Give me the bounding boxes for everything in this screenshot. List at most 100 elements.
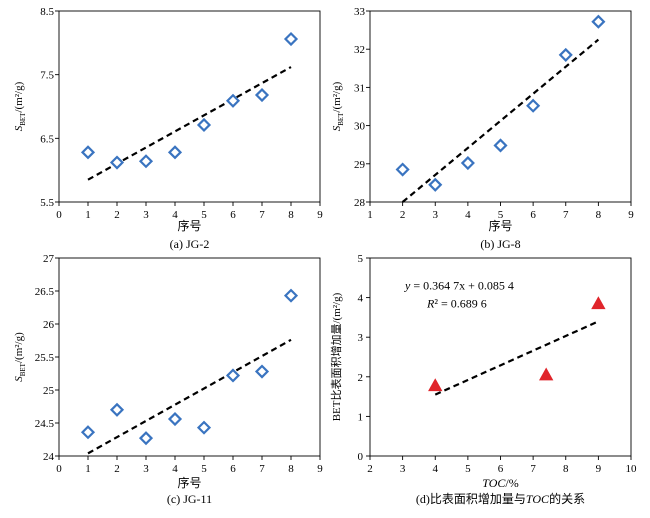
y-axis-label: SBET/(m²/g) bbox=[13, 332, 27, 382]
x-tick-label: 7 bbox=[563, 209, 569, 221]
x-tick-label: 2 bbox=[114, 209, 120, 221]
chart-caption: (c) JG-11 bbox=[167, 492, 212, 506]
trend-line bbox=[87, 66, 292, 181]
x-tick-label: 4 bbox=[172, 209, 178, 221]
trend-line bbox=[87, 338, 292, 455]
data-point-diamond bbox=[196, 420, 212, 435]
x-tick-label: 6 bbox=[230, 463, 236, 475]
x-tick-label: 5 bbox=[498, 209, 504, 221]
x-tick-label: 8 bbox=[596, 209, 602, 221]
y-tick-label: 0 bbox=[358, 451, 364, 463]
x-axis-label: 序号 bbox=[488, 218, 512, 233]
x-tick-label: 5 bbox=[201, 209, 207, 221]
x-tick-label: 4 bbox=[465, 209, 471, 221]
data-point-diamond bbox=[526, 98, 541, 113]
data-point-diamond bbox=[167, 145, 183, 160]
data-point-diamond bbox=[254, 87, 270, 103]
chart-caption: (b) JG-8 bbox=[480, 237, 520, 251]
data-point-triangle bbox=[591, 296, 606, 310]
y-tick-label: 24 bbox=[43, 451, 55, 463]
data-point-diamond bbox=[138, 431, 154, 446]
x-tick-label: 1 bbox=[85, 463, 91, 475]
plot-frame bbox=[58, 10, 321, 203]
x-tick-label: 5 bbox=[201, 463, 207, 475]
data-point-diamond bbox=[109, 402, 125, 417]
data-point-diamond bbox=[138, 154, 154, 169]
data-point-diamond bbox=[428, 177, 443, 192]
y-tick-label: 4 bbox=[358, 293, 364, 305]
data-point-diamond bbox=[225, 368, 241, 383]
x-tick-label: 8 bbox=[563, 463, 569, 475]
chart-panel-2: 1 2 3 4 5 6 7 8 9 28 29 30 31 32 33 序号 SBET/(m²/g) (b) JG… bbox=[331, 6, 634, 251]
data-point-diamond bbox=[493, 138, 508, 153]
x-tick-label: 3 bbox=[143, 209, 149, 221]
x-tick-label: 8 bbox=[288, 463, 294, 475]
chart-caption: (d)比表面积增加量与TOC的关系 bbox=[416, 491, 585, 506]
x-tick-label: 7 bbox=[530, 463, 536, 475]
y-tick-label: 30 bbox=[354, 121, 366, 133]
x-axis-label: 序号 bbox=[177, 218, 201, 233]
chart-panel-4: 2 3 4 5 6 7 8 9 10 0 1 2 3 4 5 TOC/% BET比表面积增加量/(m²/g) (d… bbox=[329, 253, 637, 506]
y-tick-label: 7.5 bbox=[40, 70, 54, 82]
data-point-diamond bbox=[80, 425, 96, 440]
y-tick-label: 25.5 bbox=[35, 352, 55, 364]
x-tick-label: 9 bbox=[317, 209, 323, 221]
data-point-diamond bbox=[283, 31, 299, 47]
y-tick-label: 29 bbox=[354, 159, 366, 171]
y-tick-label: 32 bbox=[354, 44, 365, 56]
x-tick-label: 6 bbox=[498, 463, 504, 475]
y-tick-label: 31 bbox=[354, 82, 365, 94]
data-point-diamond bbox=[591, 14, 606, 29]
x-tick-label: 3 bbox=[400, 463, 406, 475]
chart-panel-3: 0 1 2 3 4 5 6 7 8 9 24 24.5 25 25.5 26 26.5 27 序号 SBET/(m²… bbox=[13, 253, 323, 506]
data-point-triangle bbox=[428, 378, 443, 392]
x-tick-label: 0 bbox=[56, 209, 62, 221]
x-tick-label: 5 bbox=[465, 463, 471, 475]
x-tick-label: 2 bbox=[114, 463, 120, 475]
data-point-diamond bbox=[254, 364, 270, 379]
plot-frame bbox=[369, 10, 632, 203]
r-squared-label: R² = 0.689 6 bbox=[426, 297, 487, 311]
y-tick-label: 24.5 bbox=[35, 418, 55, 430]
y-axis-label: BET比表面积增加量/(m²/g) bbox=[329, 292, 343, 421]
x-tick-label: 2 bbox=[400, 209, 406, 221]
x-tick-label: 2 bbox=[367, 463, 373, 475]
y-axis-label: SBET/(m²/g) bbox=[13, 81, 27, 131]
y-tick-label: 5.5 bbox=[40, 197, 54, 209]
x-tick-label: 9 bbox=[628, 209, 634, 221]
x-tick-label: 8 bbox=[288, 209, 294, 221]
data-point-diamond bbox=[558, 47, 573, 62]
y-tick-label: 3 bbox=[358, 332, 364, 344]
x-tick-label: 7 bbox=[259, 209, 265, 221]
x-tick-label: 4 bbox=[172, 463, 178, 475]
x-tick-label: 9 bbox=[596, 463, 602, 475]
x-tick-label: 1 bbox=[367, 209, 373, 221]
x-tick-label: 3 bbox=[143, 463, 149, 475]
trend-line bbox=[401, 38, 600, 203]
data-point-triangle bbox=[538, 367, 554, 381]
y-tick-label: 27 bbox=[43, 253, 55, 265]
data-point-diamond bbox=[196, 117, 212, 133]
y-tick-label: 8.5 bbox=[40, 6, 54, 18]
data-point-diamond bbox=[109, 155, 125, 170]
chart-caption: (a) JG-2 bbox=[170, 237, 210, 251]
x-tick-label: 3 bbox=[433, 209, 439, 221]
data-point-diamond bbox=[80, 145, 96, 160]
x-tick-label: 6 bbox=[230, 209, 236, 221]
plot-frame bbox=[58, 257, 321, 457]
y-tick-label: 26.5 bbox=[35, 286, 55, 298]
y-tick-label: 6.5 bbox=[40, 133, 54, 145]
x-axis-label: TOC/% bbox=[482, 476, 518, 490]
x-tick-label: 4 bbox=[433, 463, 439, 475]
y-tick-label: 33 bbox=[354, 6, 366, 18]
data-point-diamond bbox=[460, 155, 475, 171]
data-point-diamond bbox=[395, 162, 410, 177]
regression-equation: y = 0.364 7x + 0.085 4 bbox=[404, 279, 514, 293]
chart-panel-1: 0 1 2 3 4 5 6 7 8 9 5.5 6.5 7.5 8.5 序号 SBET/(m²/g) (a) J… bbox=[13, 6, 323, 251]
x-tick-label: 7 bbox=[259, 463, 265, 475]
x-tick-label: 9 bbox=[317, 463, 323, 475]
data-point-diamond bbox=[283, 288, 299, 303]
x-tick-label: 10 bbox=[626, 463, 638, 475]
y-tick-label: 2 bbox=[358, 372, 364, 384]
